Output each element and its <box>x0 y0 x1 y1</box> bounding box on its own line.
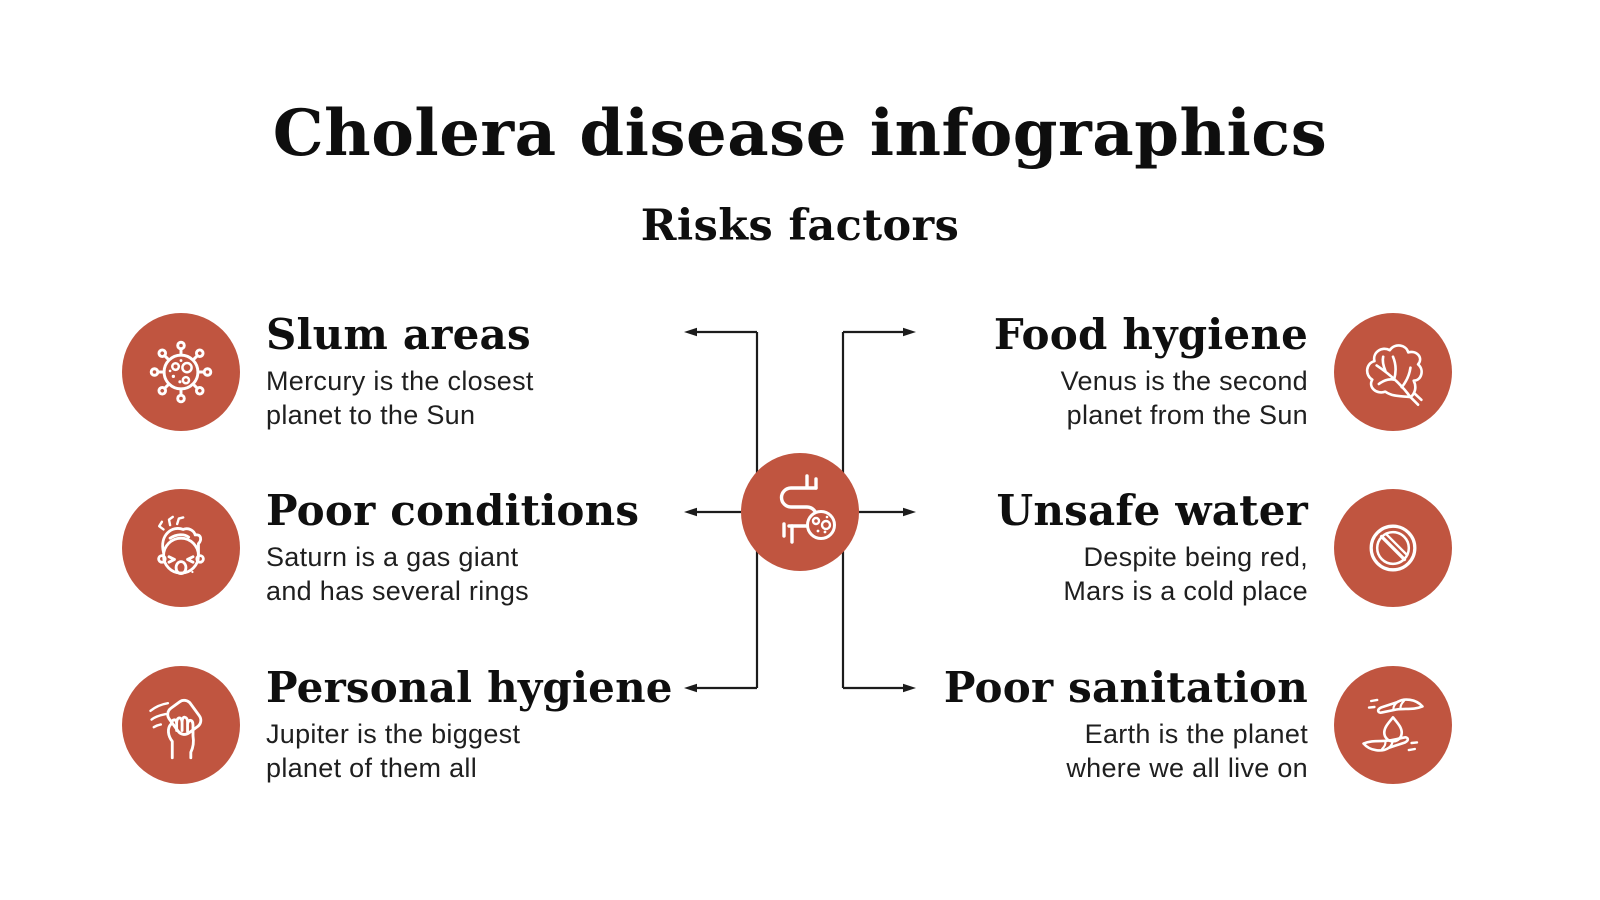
item-description: Earth is the planet where we all live on <box>1066 719 1308 784</box>
hand-wiping-icon <box>122 666 240 784</box>
item-heading: Poor conditions <box>266 485 640 535</box>
center-diagram <box>684 327 916 693</box>
item-food-hygiene: Food hygiene Venus is the second planet … <box>993 309 1452 431</box>
item-personal-hygiene: Personal hygiene Jupiter is the biggest … <box>122 662 673 784</box>
item-heading: Food hygiene <box>993 309 1308 359</box>
sick-child-icon <box>122 489 240 607</box>
page-title: Cholera disease infographics <box>272 96 1328 171</box>
item-description: Jupiter is the biggest planet of them al… <box>266 719 521 784</box>
arrowheads <box>684 327 916 693</box>
item-slum-areas: Slum areas Mercury is the closest planet… <box>122 309 534 431</box>
virus-icon <box>122 313 240 431</box>
intestines-bacteria-icon <box>779 474 836 544</box>
hands-water-drop-icon <box>1334 666 1452 784</box>
lettuce-icon <box>1334 313 1452 431</box>
item-description: Mercury is the closest planet to the Sun <box>266 366 534 431</box>
center-circle <box>741 453 859 571</box>
item-description: Saturn is a gas giant and has several ri… <box>266 542 529 607</box>
item-heading: Poor sanitation <box>943 662 1308 712</box>
item-description: Venus is the second planet from the Sun <box>1060 366 1308 431</box>
item-heading: Unsafe water <box>996 485 1308 535</box>
item-heading: Personal hygiene <box>266 662 673 712</box>
item-poor-conditions: Poor conditions Saturn is a gas giant an… <box>122 485 640 607</box>
item-poor-sanitation: Poor sanitation Earth is the planet wher… <box>943 662 1452 784</box>
item-unsafe-water: Unsafe water Despite being red, Mars is … <box>996 485 1452 607</box>
item-description: Despite being red, Mars is a cold place <box>1063 542 1308 607</box>
no-water-icon <box>1334 489 1452 607</box>
item-heading: Slum areas <box>266 309 531 359</box>
page-subtitle: Risks factors <box>640 201 960 251</box>
